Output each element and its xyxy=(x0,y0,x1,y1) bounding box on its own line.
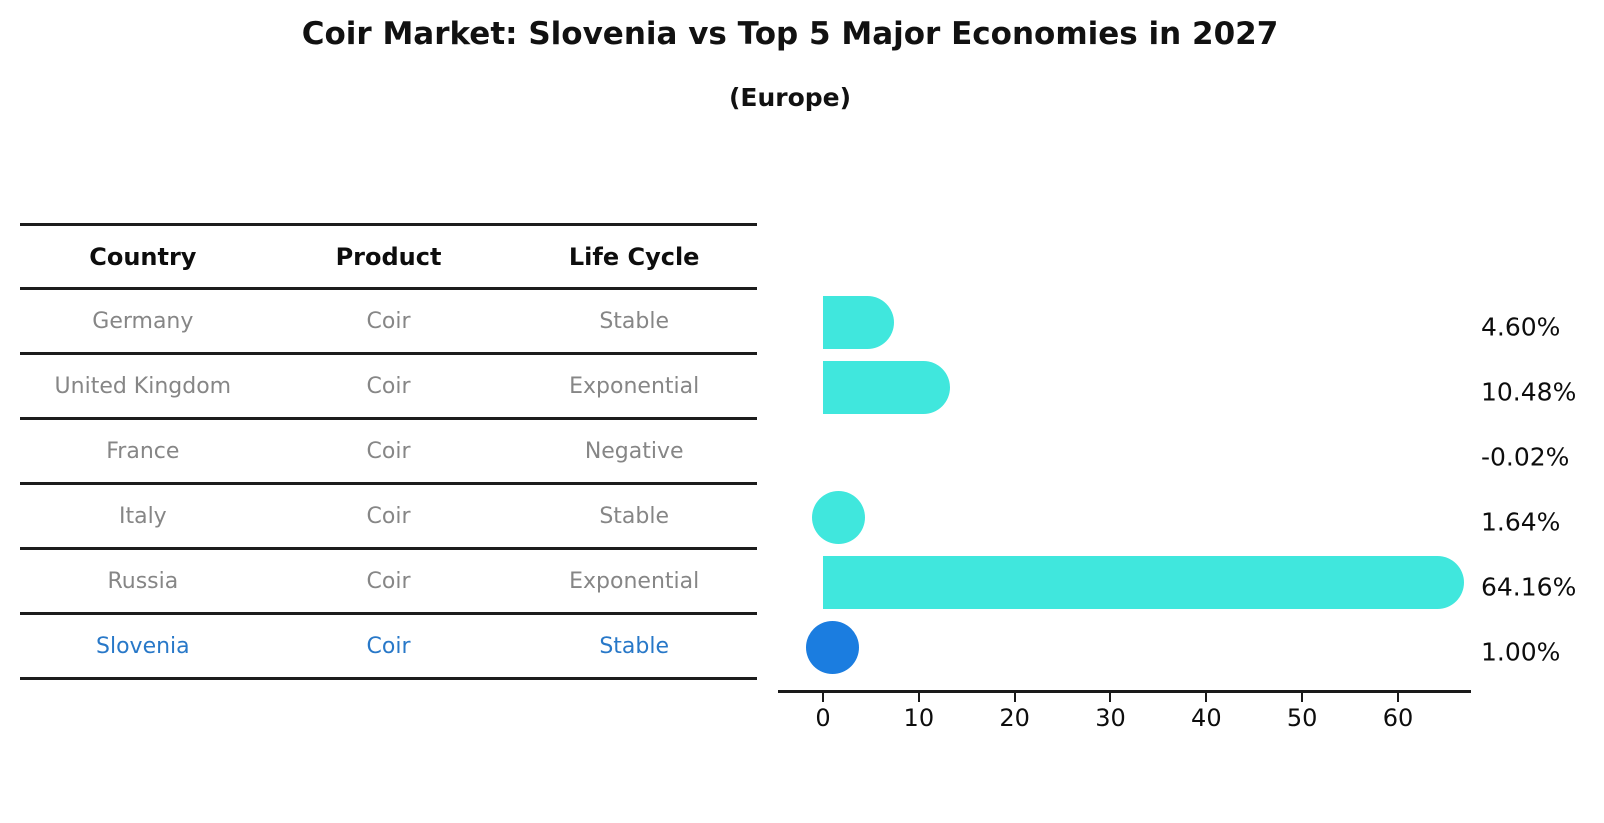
table-row: Slovenia Coir Stable xyxy=(20,615,757,680)
country-cell: United Kingdom xyxy=(54,373,232,399)
column-header-product: Product xyxy=(335,242,442,271)
value-label: 4.60% xyxy=(1481,312,1561,341)
life-cycle-cell: Exponential xyxy=(569,373,700,399)
table-row: Italy Coir Stable xyxy=(20,485,757,550)
bar-united-kingdom xyxy=(823,361,950,414)
life-cycle-cell: Negative xyxy=(584,438,684,464)
value-label: 10.48% xyxy=(1481,377,1577,406)
country-cell: Russia xyxy=(107,568,179,594)
x-axis-tick-label: 60 xyxy=(1382,704,1414,732)
country-cell: Slovenia xyxy=(96,633,190,659)
product-cell: Coir xyxy=(366,308,411,334)
product-cell: Coir xyxy=(366,568,411,594)
product-cell: Coir xyxy=(366,438,411,464)
country-table: Country Product Life Cycle Germany Coir St… xyxy=(20,223,757,680)
country-cell: Italy xyxy=(118,503,167,529)
value-label: -0.02% xyxy=(1481,442,1570,471)
chart-title: Coir Market: Slovenia vs Top 5 Major Eco… xyxy=(301,16,1279,52)
x-axis-tick-label: 30 xyxy=(1095,704,1126,732)
table-row: Russia Coir Exponential xyxy=(20,550,757,615)
chart-subtitle: (Europe) xyxy=(728,83,852,112)
x-axis-tick xyxy=(822,693,824,702)
x-axis-tick xyxy=(917,693,920,702)
product-cell: Coir xyxy=(366,503,411,529)
x-axis-tick xyxy=(1205,693,1208,702)
table-row: United Kingdom Coir Exponential xyxy=(20,355,757,420)
life-cycle-cell: Stable xyxy=(599,503,670,529)
x-axis-tick xyxy=(1396,693,1399,702)
table-row: France Coir Negative xyxy=(20,420,757,485)
x-axis-tick-label: 50 xyxy=(1286,704,1318,732)
life-cycle-cell: Stable xyxy=(599,633,670,659)
x-axis-tick-label: 40 xyxy=(1191,704,1222,732)
life-cycle-cell: Stable xyxy=(599,308,670,334)
table-header-row: Country Product Life Cycle xyxy=(20,223,757,290)
x-axis-line xyxy=(778,690,1471,693)
bar-germany xyxy=(823,296,894,349)
value-label: 64.16% xyxy=(1481,572,1577,601)
bar-italy xyxy=(812,491,866,544)
x-axis-tick xyxy=(1109,693,1112,702)
x-axis-tick-label: 20 xyxy=(999,704,1030,732)
country-cell: Germany xyxy=(92,308,194,334)
value-label: 1.64% xyxy=(1481,507,1561,536)
value-label: 1.00% xyxy=(1481,637,1561,666)
country-cell: France xyxy=(106,438,180,464)
x-axis-tick-label: 0 xyxy=(815,704,831,732)
x-axis-tick xyxy=(1301,693,1304,702)
column-header-country: Country xyxy=(89,242,197,271)
column-header-life-cycle: Life Cycle xyxy=(568,242,700,271)
table-row: Germany Coir Stable xyxy=(20,290,757,355)
table-body: Germany Coir Stable United Kingdom Coir Expon… xyxy=(20,290,757,680)
x-axis-tick-label: 10 xyxy=(903,704,935,732)
product-cell: Coir xyxy=(366,373,411,399)
life-cycle-cell: Exponential xyxy=(569,568,700,594)
bar-slovenia xyxy=(806,621,860,674)
product-cell: Coir xyxy=(366,633,411,659)
x-axis-tick xyxy=(1013,693,1016,702)
bar-russia xyxy=(823,556,1465,609)
